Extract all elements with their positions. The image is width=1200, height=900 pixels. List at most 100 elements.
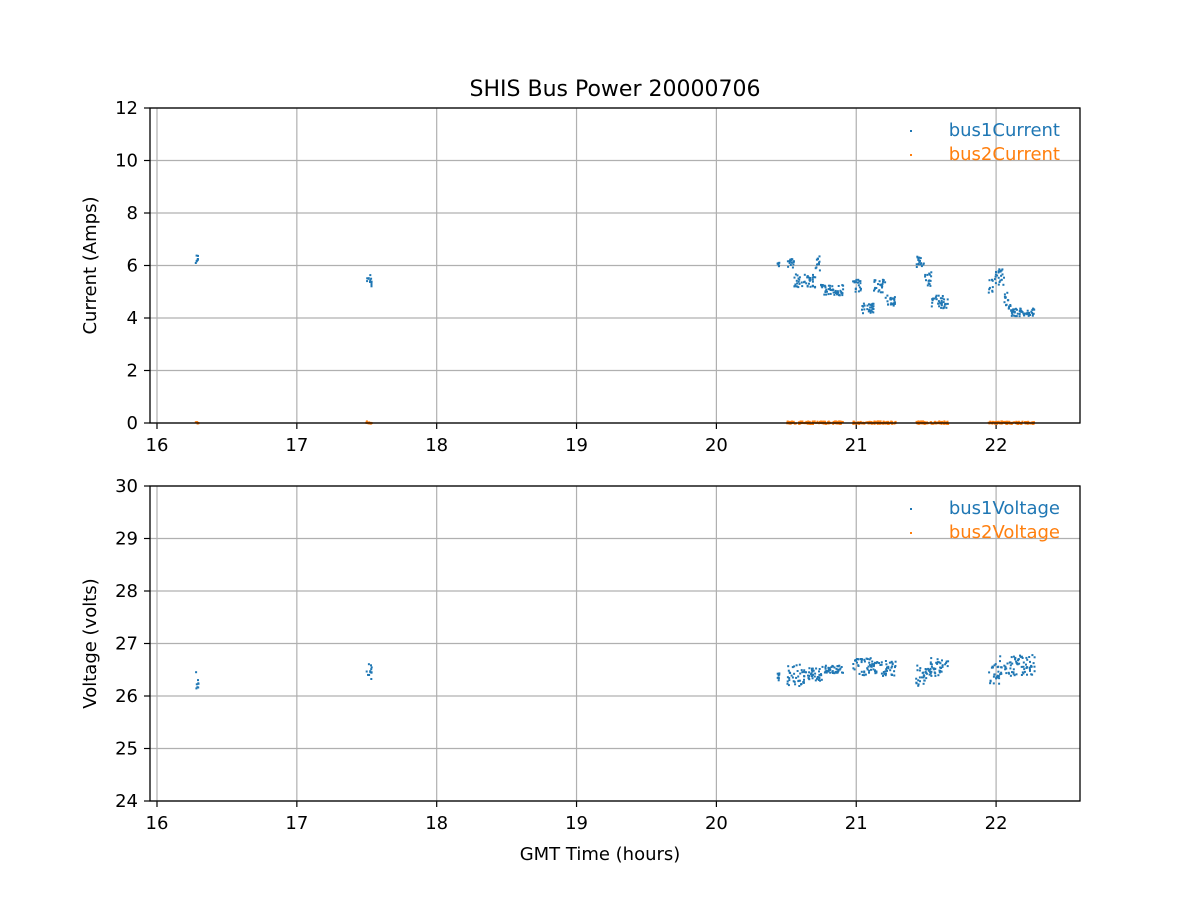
legend-label: bus2Current [949,144,1060,165]
data-point [1030,665,1033,668]
data-point [370,668,373,671]
data-point [370,280,373,283]
data-point [840,291,843,293]
data-point [880,284,883,287]
data-point [1022,665,1025,668]
data-point [885,672,887,675]
data-point [943,420,946,423]
data-point [865,657,868,660]
data-point [1014,307,1017,310]
data-point [943,298,946,301]
data-point [370,284,373,286]
data-point [195,254,198,257]
data-point [929,667,932,670]
data-point [823,293,826,296]
data-point [869,311,872,314]
data-point [890,302,893,305]
data-cluster [793,273,817,289]
data-point [1012,309,1014,312]
data-point [196,686,199,689]
data-point [369,670,372,673]
data-point [892,297,895,300]
data-point [797,277,800,280]
data-point [915,677,918,680]
data-point [817,679,820,681]
data-point [917,259,920,261]
data-cluster [993,268,1005,286]
data-point [805,282,808,285]
data-point [1006,291,1009,294]
data-point [893,299,896,302]
legend: bus1Voltage bus2Voltage [910,498,1060,543]
data-point [813,675,816,678]
data-point [878,662,881,664]
data-point [993,673,996,676]
data-cluster [786,663,805,687]
data-point [1033,670,1036,673]
data-point [825,671,828,674]
data-point [791,676,794,679]
axes-frame [149,485,1081,802]
data-point [1020,665,1023,668]
y-tick-label: 2 [127,361,138,382]
data-point [938,301,941,304]
data-point [860,670,863,673]
data-point [927,669,930,672]
data-point [365,670,368,673]
data-point [1026,422,1029,425]
data-point [922,671,925,674]
data-point [787,684,790,687]
data-point [829,671,832,674]
data-point [887,667,890,670]
data-point [873,662,876,665]
data-point [937,302,940,305]
data-point [1012,671,1015,674]
data-point [874,286,877,289]
data-point [868,671,870,674]
data-point [1025,663,1027,666]
data-point [807,674,809,677]
data-point [825,293,828,296]
data-point [933,668,936,670]
data-point [857,281,859,284]
data-point [790,674,793,677]
data-point [927,282,930,285]
data-point [936,658,939,661]
data-point [884,670,887,673]
data-cluster [776,672,781,682]
data-point [839,289,842,292]
data-point [946,302,949,305]
data-point [877,420,880,423]
data-point [831,664,834,667]
data-point [795,664,798,667]
data-point [1012,672,1015,675]
data-point [893,670,896,673]
data-point [793,672,796,675]
data-point [792,260,795,263]
data-point [866,668,869,671]
data-point [841,294,844,297]
data-point [1004,666,1007,669]
data-point [1000,666,1003,669]
data-point [998,268,1001,271]
data-point [1031,308,1034,311]
data-point [999,673,1002,676]
data-point [863,308,866,311]
data-point [801,420,804,423]
data-cluster [195,671,200,690]
data-point [834,291,837,294]
data-point [947,660,950,663]
data-point [834,670,837,673]
data-point [1029,669,1031,672]
data-point [888,661,891,664]
data-point [999,660,1001,663]
data-point [882,671,885,673]
data-point [1008,421,1011,424]
data-point [1022,661,1025,664]
data-point [941,665,944,668]
data-point [988,671,991,674]
data-point [798,276,801,279]
data-point [801,285,804,288]
data-cluster [852,657,872,677]
data-point [864,673,867,676]
